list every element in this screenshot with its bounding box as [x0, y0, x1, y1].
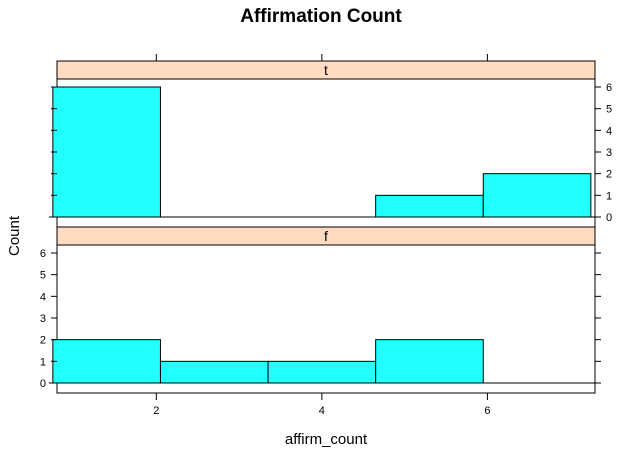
y-axis-label: Count	[6, 215, 23, 256]
histogram-bar	[375, 339, 484, 384]
histogram-bar	[375, 194, 484, 218]
y-tick-label: 1	[40, 356, 46, 368]
strip-label: t	[324, 62, 328, 78]
y-tick-label: 0	[40, 378, 46, 390]
y-tick-label: 3	[606, 147, 612, 159]
plot-area: t 0 1 2 3 4 5 6 f 0 1 2 3 4 5 6 2 4 6	[40, 54, 612, 417]
y-tick-label: 2	[606, 169, 612, 181]
y-tick-label: 5	[606, 104, 612, 116]
y-tick-label: 3	[40, 313, 46, 325]
histogram-bar	[267, 360, 377, 384]
y-tick-label: 4	[606, 125, 612, 137]
x-tick-label: 4	[319, 405, 325, 417]
y-tick-label: 4	[40, 291, 46, 303]
strip-header	[56, 226, 596, 246]
chart-title: Affirmation Count	[240, 6, 402, 27]
y-tick-label: 0	[606, 212, 612, 224]
y-tick-label: 6	[606, 82, 612, 94]
histogram-bar	[482, 173, 592, 218]
y-tick-label: 5	[40, 270, 46, 282]
histogram-bar	[159, 360, 269, 384]
x-axis-label: affirm_count	[285, 431, 368, 448]
x-tick-label: 2	[153, 405, 159, 417]
histogram-bar	[52, 86, 161, 218]
x-tick-label: 6	[484, 405, 490, 417]
y-tick-label: 1	[606, 190, 612, 202]
strip-label: f	[324, 228, 328, 244]
histogram-bar	[52, 339, 161, 384]
y-tick-label: 2	[40, 335, 46, 347]
y-tick-label: 6	[40, 248, 46, 260]
strip-header	[56, 60, 596, 80]
